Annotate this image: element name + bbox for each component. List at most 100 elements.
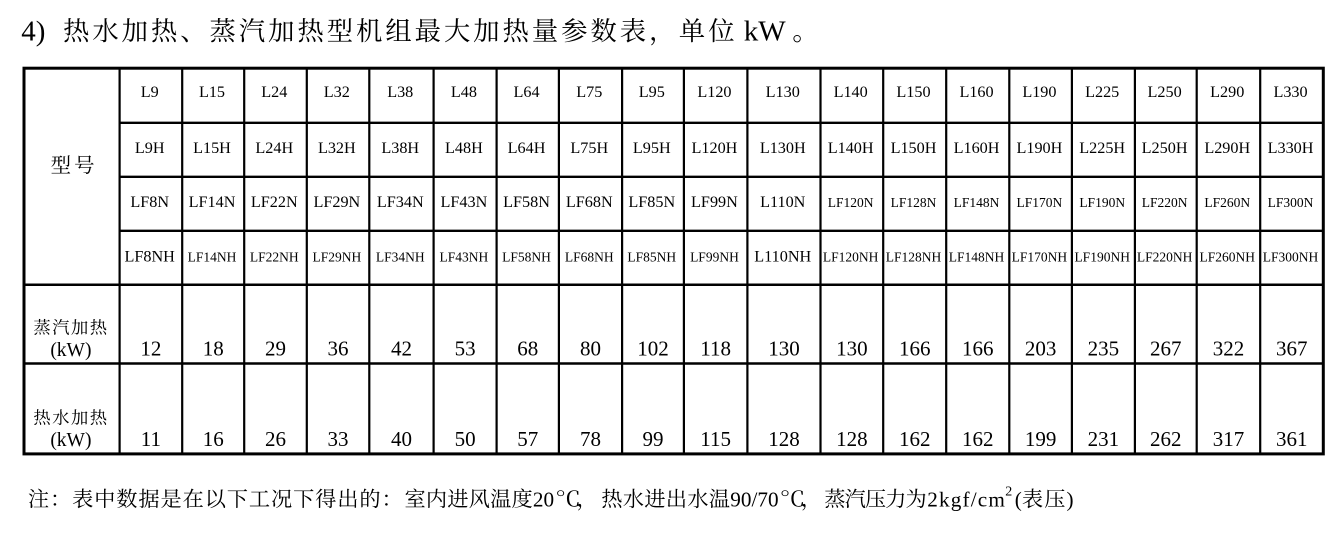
svg-text:40: 40 bbox=[391, 427, 412, 451]
svg-text:130: 130 bbox=[768, 337, 800, 361]
svg-text:36: 36 bbox=[328, 337, 349, 361]
svg-text:80: 80 bbox=[580, 337, 601, 361]
svg-text:115: 115 bbox=[700, 427, 731, 451]
svg-text:L290H: L290H bbox=[1204, 139, 1250, 157]
svg-text:LF170N: LF170N bbox=[1017, 195, 1063, 210]
svg-text:LF29NH: LF29NH bbox=[312, 249, 361, 264]
svg-text:): ) bbox=[1067, 487, 1074, 511]
svg-text:68: 68 bbox=[517, 337, 538, 361]
svg-text:LF85N: LF85N bbox=[628, 193, 675, 211]
svg-text:11: 11 bbox=[141, 427, 161, 451]
svg-text:L64H: L64H bbox=[508, 139, 546, 157]
svg-text:L38H: L38H bbox=[381, 139, 419, 157]
svg-text:LF300N: LF300N bbox=[1268, 195, 1314, 210]
svg-text:130: 130 bbox=[836, 337, 868, 361]
svg-text:18: 18 bbox=[203, 337, 224, 361]
svg-text:LF68NH: LF68NH bbox=[565, 249, 614, 264]
svg-text:118: 118 bbox=[700, 337, 731, 361]
svg-text:2: 2 bbox=[1005, 485, 1012, 500]
svg-text:322: 322 bbox=[1213, 337, 1245, 361]
svg-text:L150H: L150H bbox=[891, 139, 937, 157]
svg-text:367: 367 bbox=[1276, 337, 1308, 361]
svg-text:L48H: L48H bbox=[445, 139, 483, 157]
svg-text:166: 166 bbox=[899, 337, 931, 361]
svg-text:L160H: L160H bbox=[954, 139, 1000, 157]
svg-text:4): 4) bbox=[21, 15, 45, 47]
svg-text:L225: L225 bbox=[1085, 83, 1119, 101]
svg-text:99: 99 bbox=[643, 427, 664, 451]
svg-text:LF14NH: LF14NH bbox=[188, 249, 237, 264]
svg-text:LF22NH: LF22NH bbox=[250, 249, 299, 264]
svg-text:L120H: L120H bbox=[692, 139, 738, 157]
svg-text:L160: L160 bbox=[959, 83, 993, 101]
svg-text:128: 128 bbox=[768, 427, 800, 451]
svg-text:90/70: 90/70 bbox=[730, 487, 778, 511]
svg-text:LF58NH: LF58NH bbox=[502, 249, 551, 264]
svg-text:kW: kW bbox=[744, 15, 787, 47]
svg-text:50: 50 bbox=[455, 427, 476, 451]
svg-text:267: 267 bbox=[1150, 337, 1182, 361]
svg-text:53: 53 bbox=[455, 337, 476, 361]
svg-text:L330H: L330H bbox=[1268, 139, 1314, 157]
svg-text:(: ( bbox=[1015, 487, 1022, 511]
svg-text:L95H: L95H bbox=[633, 139, 671, 157]
svg-text:78: 78 bbox=[580, 427, 601, 451]
svg-text:12: 12 bbox=[140, 337, 161, 361]
svg-text:L24H: L24H bbox=[255, 139, 293, 157]
svg-text:42: 42 bbox=[391, 337, 412, 361]
svg-text:128: 128 bbox=[836, 427, 868, 451]
svg-text:L290: L290 bbox=[1210, 83, 1244, 101]
svg-text:L15H: L15H bbox=[193, 139, 231, 157]
svg-text:LF120N: LF120N bbox=[828, 195, 874, 210]
svg-text:LF58N: LF58N bbox=[503, 193, 550, 211]
svg-text:LF300NH: LF300NH bbox=[1263, 249, 1319, 264]
svg-text:26: 26 bbox=[265, 427, 286, 451]
svg-text:L95: L95 bbox=[639, 83, 665, 101]
svg-text:L225H: L225H bbox=[1079, 139, 1125, 157]
svg-text:LF99NH: LF99NH bbox=[690, 249, 739, 264]
svg-text:LF190NH: LF190NH bbox=[1074, 249, 1130, 264]
svg-text:LF68N: LF68N bbox=[566, 193, 613, 211]
svg-text:LF148N: LF148N bbox=[954, 195, 1000, 210]
svg-text:LF120NH: LF120NH bbox=[823, 249, 879, 264]
svg-text:L150: L150 bbox=[896, 83, 930, 101]
svg-text:LF34N: LF34N bbox=[377, 193, 424, 211]
svg-text:L120: L120 bbox=[697, 83, 731, 101]
svg-text:LF170NH: LF170NH bbox=[1012, 249, 1068, 264]
svg-text:317: 317 bbox=[1213, 427, 1245, 451]
svg-text:L75H: L75H bbox=[570, 139, 608, 157]
svg-text:LF29N: LF29N bbox=[313, 193, 360, 211]
svg-text:(kW): (kW) bbox=[50, 430, 91, 451]
svg-text:LF190N: LF190N bbox=[1079, 195, 1125, 210]
svg-text:L190: L190 bbox=[1022, 83, 1056, 101]
svg-text:20: 20 bbox=[533, 487, 554, 511]
svg-text:57: 57 bbox=[517, 427, 538, 451]
svg-text:L330: L330 bbox=[1273, 83, 1307, 101]
svg-text:LF128NH: LF128NH bbox=[886, 249, 942, 264]
svg-text:33: 33 bbox=[328, 427, 349, 451]
svg-text:166: 166 bbox=[962, 337, 994, 361]
svg-text:LF128N: LF128N bbox=[891, 195, 937, 210]
svg-text:L15: L15 bbox=[199, 83, 225, 101]
svg-text:LF260NH: LF260NH bbox=[1199, 249, 1255, 264]
svg-text:203: 203 bbox=[1025, 337, 1057, 361]
svg-text:LF220N: LF220N bbox=[1142, 195, 1188, 210]
svg-text:LF22N: LF22N bbox=[251, 193, 298, 211]
svg-text:16: 16 bbox=[203, 427, 224, 451]
svg-text:L110NH: L110NH bbox=[754, 247, 811, 265]
svg-text:L24: L24 bbox=[261, 83, 287, 101]
svg-text:L32H: L32H bbox=[318, 139, 356, 157]
svg-text:L48: L48 bbox=[451, 83, 477, 101]
svg-text:2kgf/cm: 2kgf/cm bbox=[927, 487, 1005, 511]
svg-text:231: 231 bbox=[1088, 427, 1120, 451]
svg-text:L9H: L9H bbox=[135, 139, 165, 157]
svg-text:L64: L64 bbox=[514, 83, 540, 101]
svg-text:L9: L9 bbox=[141, 83, 159, 101]
svg-text:199: 199 bbox=[1025, 427, 1057, 451]
svg-text:LF220NH: LF220NH bbox=[1137, 249, 1193, 264]
svg-text:L140H: L140H bbox=[828, 139, 874, 157]
svg-text:L75: L75 bbox=[576, 83, 602, 101]
svg-text:LF8NH: LF8NH bbox=[125, 247, 176, 265]
svg-text:LF8N: LF8N bbox=[130, 193, 169, 211]
svg-text:LF85NH: LF85NH bbox=[627, 249, 676, 264]
